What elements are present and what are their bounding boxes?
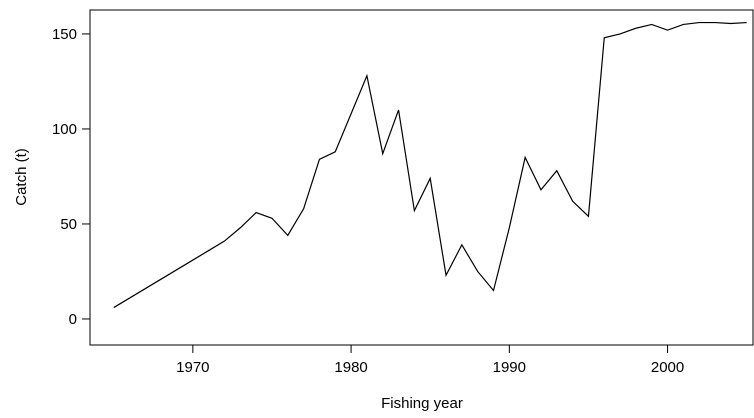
x-axis-label: Fishing year <box>381 395 463 412</box>
y-tick-label: 50 <box>60 216 77 233</box>
x-tick-label: 1980 <box>334 359 367 376</box>
y-tick-label: 100 <box>52 121 77 138</box>
plot-box <box>89 9 754 346</box>
data-line <box>113 21 747 309</box>
y-axis-label: Catch (t) <box>13 148 30 206</box>
y-tick-label: 150 <box>52 26 77 43</box>
y-tick-label: 0 <box>69 311 77 328</box>
x-tick-label: 1970 <box>176 359 209 376</box>
x-tick-label: 2000 <box>651 359 684 376</box>
x-tick-label: 1990 <box>493 359 526 376</box>
